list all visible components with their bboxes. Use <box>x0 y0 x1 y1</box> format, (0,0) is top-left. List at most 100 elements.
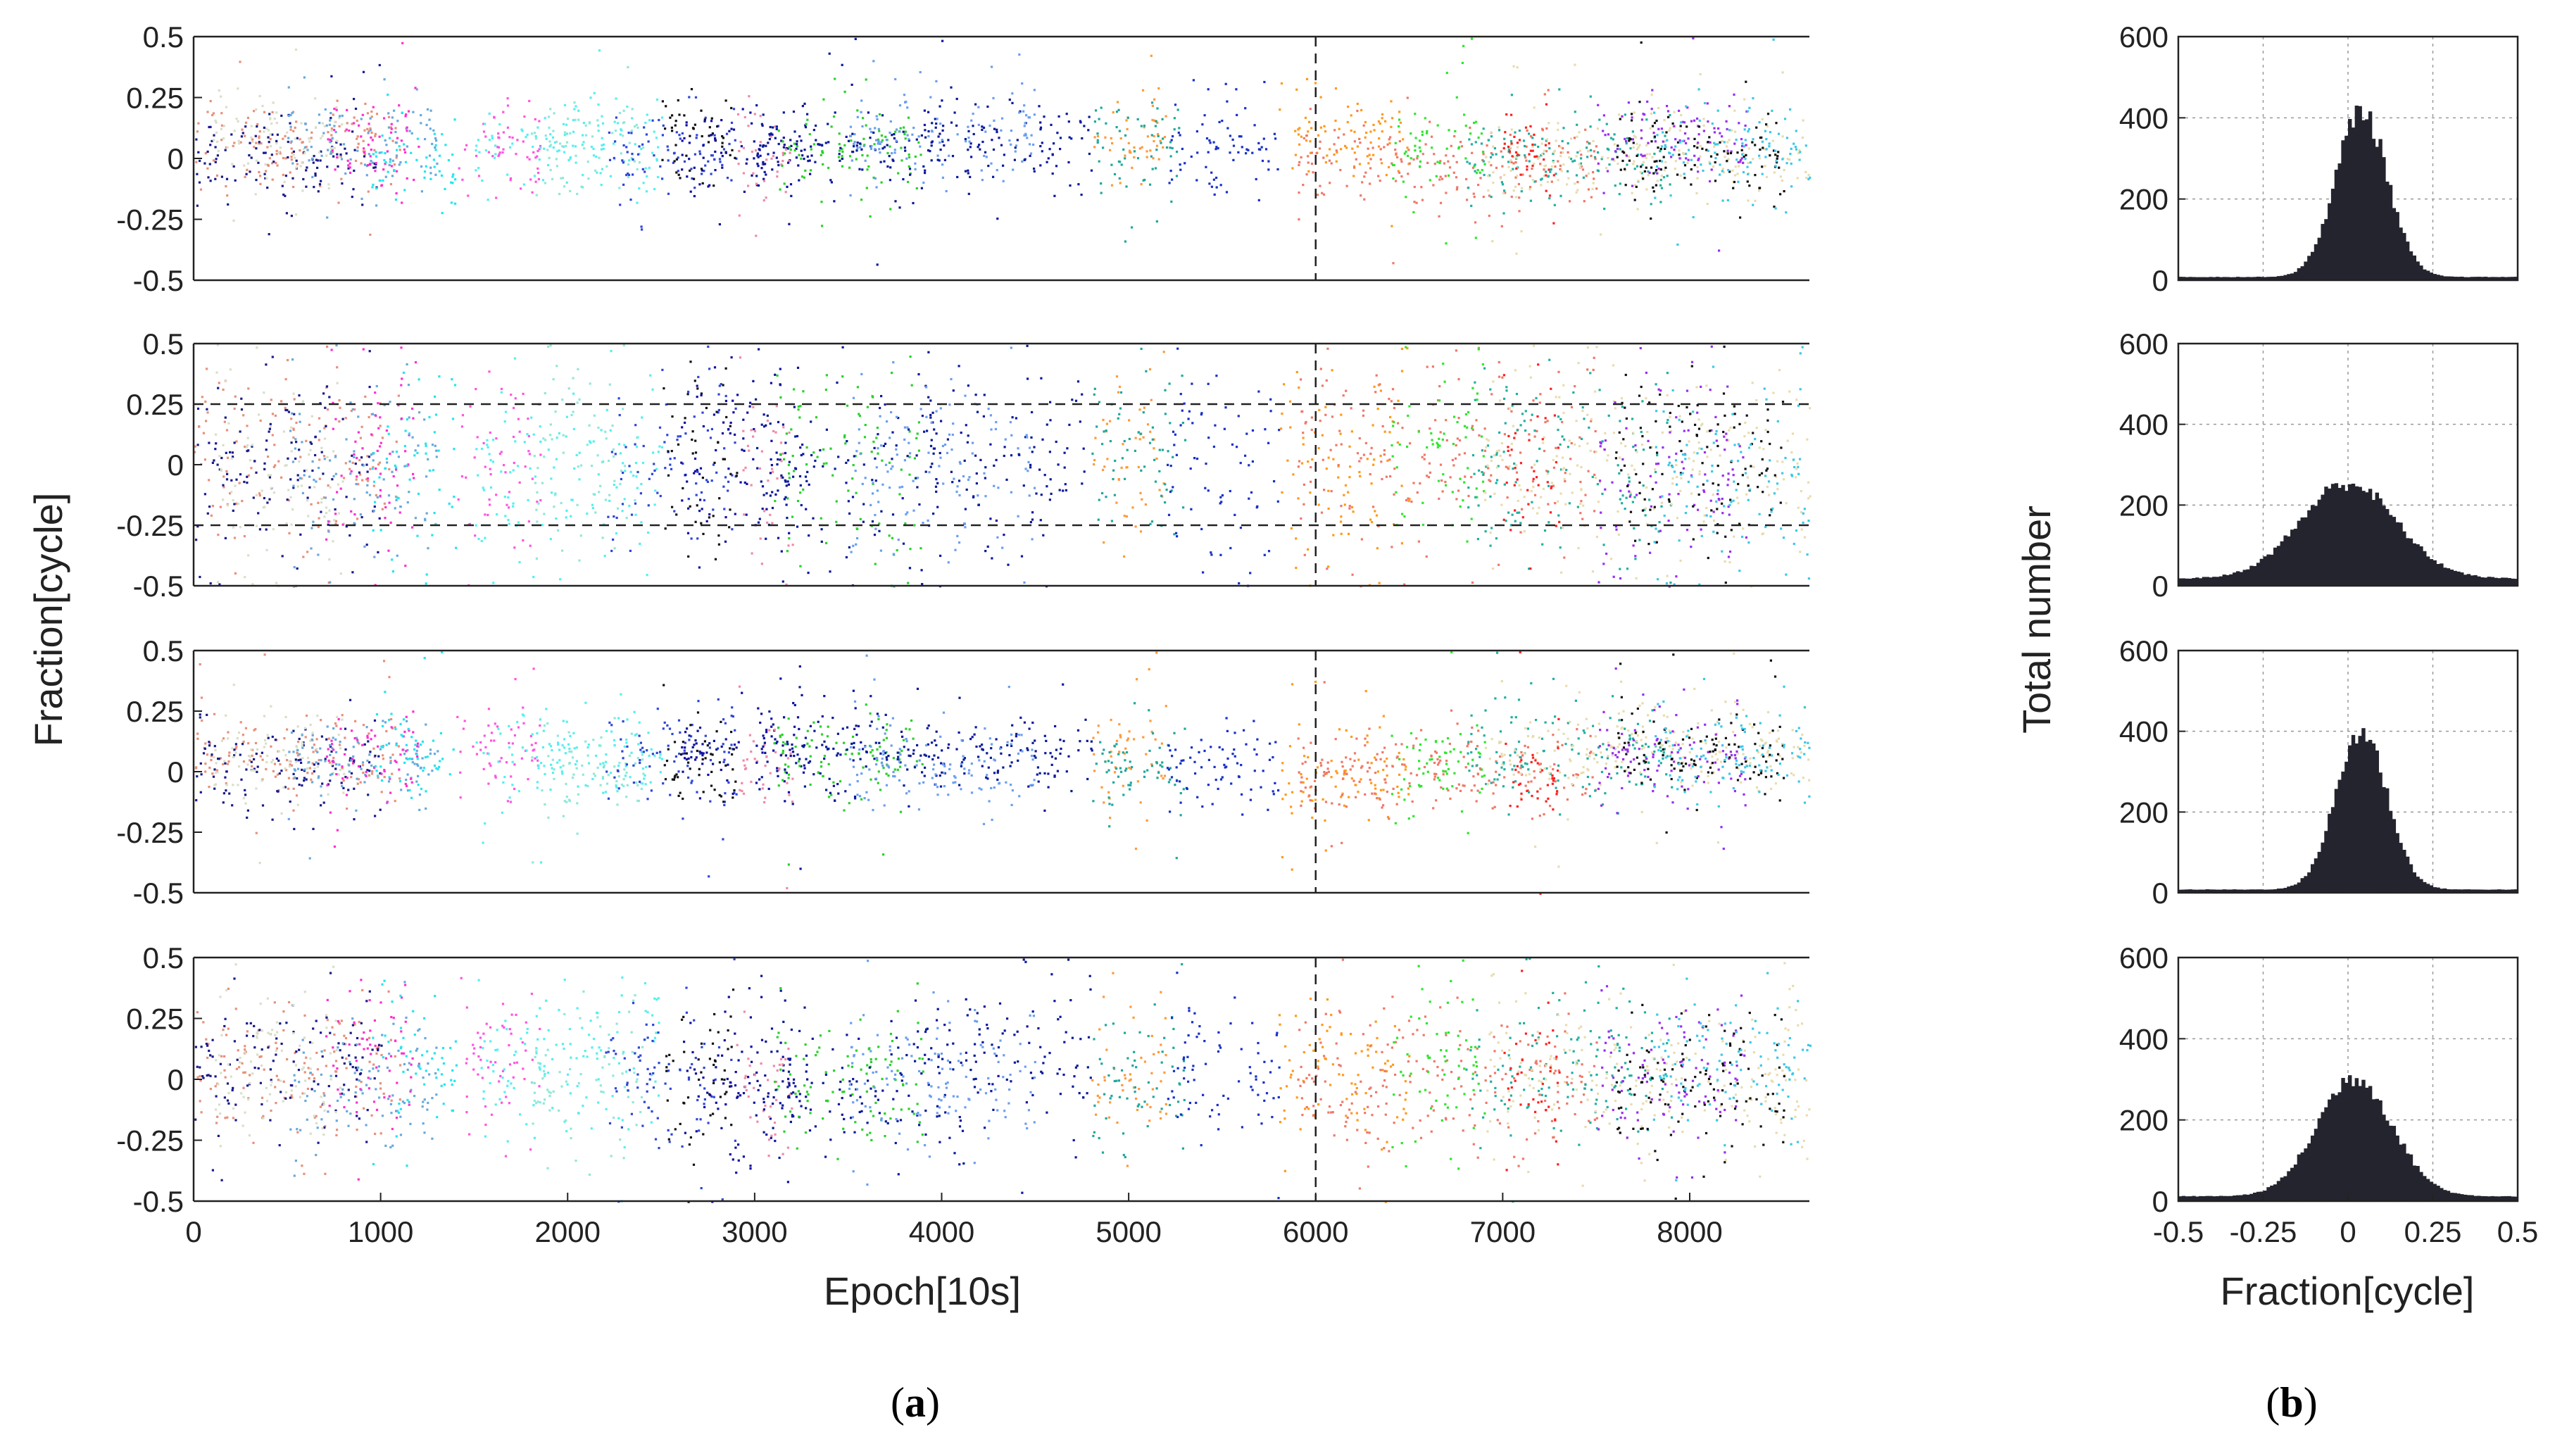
scatter-point <box>1526 165 1528 168</box>
scatter-point <box>349 534 351 537</box>
scatter-point <box>512 502 515 505</box>
scatter-point <box>1579 162 1583 165</box>
scatter-point <box>1516 146 1519 149</box>
scatter-point <box>1766 125 1769 127</box>
scatter-point <box>1748 184 1751 187</box>
scatter-point <box>1164 389 1167 391</box>
scatter-point <box>925 386 928 389</box>
scatter-point <box>877 138 880 141</box>
scatter-point <box>378 179 381 182</box>
scatter-point <box>1624 168 1626 170</box>
scatter-point <box>912 127 915 130</box>
scatter-point <box>1785 211 1788 214</box>
scatter-point <box>1647 170 1650 173</box>
scatter-point <box>1723 141 1726 144</box>
scatter-point <box>351 408 354 410</box>
scatter-point <box>938 132 941 135</box>
scatter-point <box>367 190 370 193</box>
scatter-point <box>1557 128 1559 131</box>
scatter-point <box>810 420 812 423</box>
scatter-point <box>1300 462 1304 465</box>
scatter-point <box>917 449 920 452</box>
scatter-point <box>1490 393 1493 396</box>
scatter-point <box>572 119 575 122</box>
scatter-point <box>382 478 385 481</box>
scatter-point <box>233 536 237 539</box>
scatter-point <box>775 156 778 159</box>
scatter-point <box>202 432 205 434</box>
scatter-point <box>1507 466 1509 469</box>
scatter-point <box>898 206 901 209</box>
scatter-point <box>850 551 853 553</box>
scatter-point <box>489 431 491 434</box>
scatter-point <box>853 141 856 144</box>
scatter-point <box>570 413 573 417</box>
scatter-point <box>1593 473 1596 476</box>
scatter-point <box>1048 148 1051 151</box>
scatter-point <box>1560 170 1563 172</box>
scatter-point <box>1417 540 1420 543</box>
scatter-point <box>294 137 296 140</box>
scatter-point <box>215 174 219 177</box>
scatter-point <box>299 149 301 152</box>
scatter-point <box>563 134 566 137</box>
scatter-point <box>1128 419 1131 422</box>
scatter-point <box>849 134 853 137</box>
scatter-point <box>721 166 724 169</box>
scatter-point <box>1468 138 1471 141</box>
scatter-point <box>1118 177 1121 180</box>
scatter-point <box>1686 106 1689 109</box>
scatter-point <box>438 375 441 378</box>
scatter-point <box>1742 171 1745 174</box>
scatter-point <box>995 519 998 522</box>
scatter-point <box>1554 165 1557 168</box>
scatter-point <box>527 498 529 501</box>
scatter-point <box>1619 148 1621 151</box>
scatter-point <box>507 496 510 499</box>
scatter-point <box>482 130 486 133</box>
scatter-point <box>941 39 944 42</box>
scatter-point <box>827 141 830 144</box>
scatter-point <box>793 130 796 133</box>
scatter-point <box>625 146 628 149</box>
scatter-point <box>384 506 387 509</box>
scatter-point <box>1335 444 1338 446</box>
scatter-point <box>762 180 766 182</box>
scatter-point <box>213 459 215 462</box>
scatter-point <box>526 133 529 137</box>
scatter-point <box>233 130 236 132</box>
scatter-point <box>1547 175 1550 177</box>
scatter-point <box>805 479 808 482</box>
scatter-point <box>1568 502 1571 505</box>
scatter-point <box>1158 448 1161 451</box>
scatter-point <box>514 440 517 443</box>
scatter-point <box>1772 149 1776 152</box>
scatter-point <box>359 473 362 476</box>
scatter-point <box>622 344 625 346</box>
scatter-point <box>1378 582 1381 584</box>
scatter-point <box>567 158 570 161</box>
scatter-point <box>1339 168 1342 172</box>
scatter-point <box>1559 164 1562 167</box>
scatter-point <box>291 460 294 463</box>
scatter-point <box>919 145 922 148</box>
scatter-point <box>1697 125 1700 127</box>
scatter-point <box>1244 107 1247 110</box>
scatter-point <box>877 127 880 130</box>
scatter-point <box>239 61 241 63</box>
scatter-point <box>1501 183 1505 186</box>
scatter-point <box>243 164 246 167</box>
scatter-point <box>1431 146 1433 149</box>
scatter-point <box>1503 137 1506 140</box>
scatter-point <box>801 444 804 446</box>
scatter-point <box>967 384 969 387</box>
scatter-point <box>646 113 648 116</box>
scatter-point <box>1429 471 1431 474</box>
scatter-point <box>265 127 268 130</box>
scatter-point <box>622 408 624 410</box>
scatter-point <box>1048 451 1051 453</box>
scatter-point <box>544 134 547 137</box>
scatter-point <box>632 158 634 161</box>
scatter-point <box>764 163 767 165</box>
scatter-point <box>258 492 261 495</box>
